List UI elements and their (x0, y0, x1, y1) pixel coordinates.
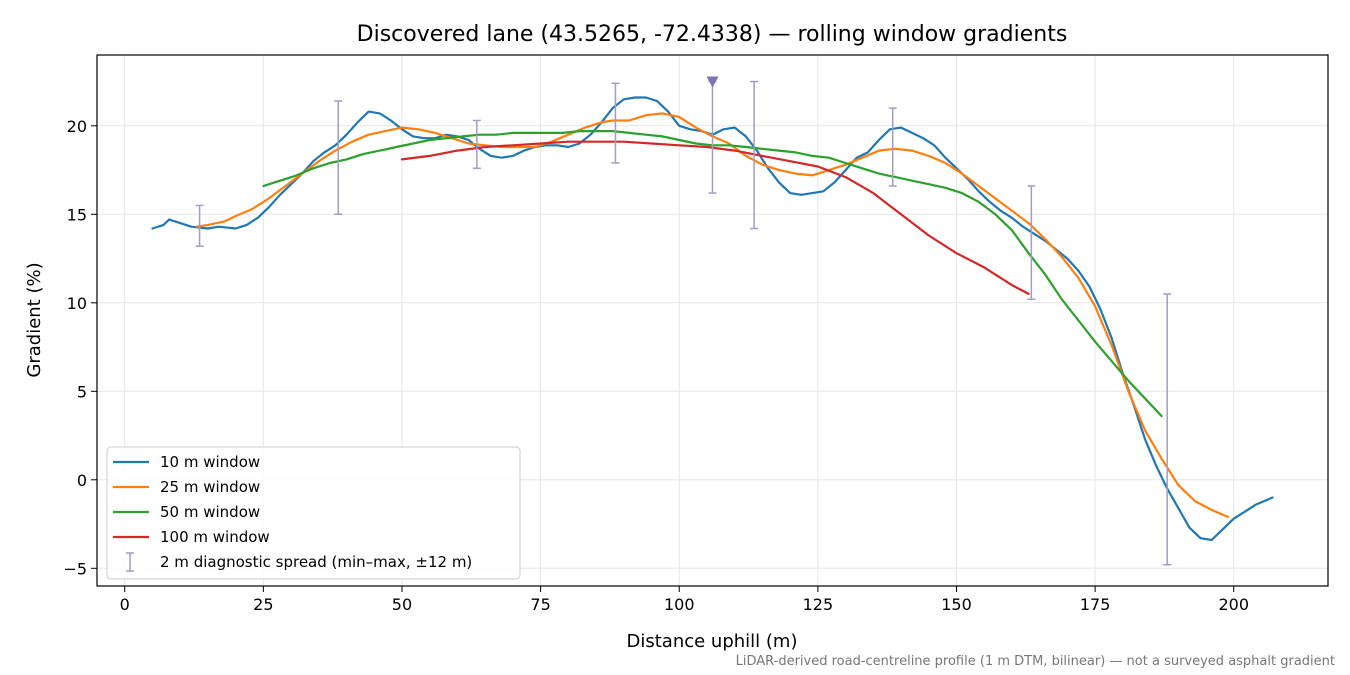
y-axis-label: Gradient (%) (24, 262, 45, 377)
series-line-4 (400, 140, 1030, 295)
x-tick-label: 100 (664, 595, 695, 614)
y-tick-label: 15 (67, 205, 87, 224)
error-bar (1163, 293, 1172, 566)
x-tick-label: 150 (941, 595, 972, 614)
x-axis-label: Distance uphill (m) (627, 631, 798, 652)
y-tick-label: 5 (77, 382, 87, 401)
chart-title: Discovered lane (43.5265, -72.4338) — ro… (357, 22, 1068, 47)
legend-swatch-error-bar (126, 552, 134, 572)
legend-label-error-bars: 2 m diagnostic spread (min–max, ±12 m) (160, 553, 472, 571)
axis-ticks: 0 25 50 75 100 125 150 175 200 −5 0 5 10 15 20 (63, 117, 1249, 614)
footnote: LiDAR-derived road-centreline profile (1… (736, 654, 1335, 669)
plot-frame (96, 54, 1329, 587)
x-tick-label: 175 (1080, 595, 1111, 614)
x-tick-label: 25 (253, 595, 273, 614)
x-tick-label: 200 (1218, 595, 1249, 614)
x-tick-label: 50 (392, 595, 412, 614)
legend-label-2: 25 m window (160, 478, 260, 496)
error-bar (195, 204, 204, 247)
error-bar (611, 82, 620, 164)
x-tick-label: 0 (120, 595, 130, 614)
triangle-down-marker (706, 76, 719, 88)
error-bar (1027, 185, 1036, 301)
error-bar (750, 80, 759, 230)
error-bar (888, 107, 897, 187)
series-line-2 (195, 112, 1230, 519)
x-tick-label: 125 (803, 595, 834, 614)
marker-layer (706, 76, 719, 88)
y-tick-label: 10 (67, 294, 87, 313)
legend-label-3: 50 m window (160, 503, 260, 521)
x-tick-label: 75 (530, 595, 550, 614)
legend-label-4: 100 m window (160, 528, 270, 546)
y-tick-label: 0 (77, 471, 87, 490)
error-bar (472, 119, 481, 170)
y-tick-label: −5 (63, 559, 87, 578)
legend-label-1: 10 m window (160, 453, 260, 471)
legend-box (106, 446, 521, 580)
legend: 10 m window 25 m window 50 m window 100 m w… (106, 446, 521, 580)
error-bar (334, 100, 343, 216)
y-tick-label: 20 (67, 117, 87, 136)
error-bars (195, 80, 1172, 566)
